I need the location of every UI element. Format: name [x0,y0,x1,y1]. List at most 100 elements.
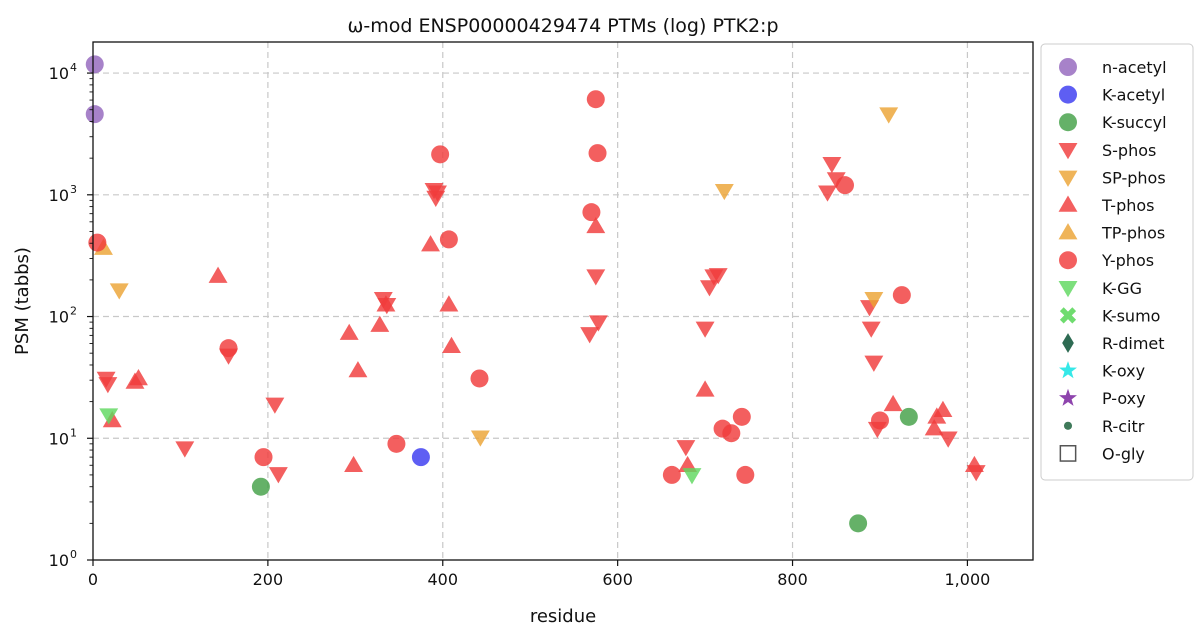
legend-marker-K-succyl [1059,113,1077,132]
point-T-phos [933,400,953,417]
point-K-GG [99,408,119,425]
point-n-acetyl [85,105,104,124]
legend-marker-R-citr [1063,421,1073,430]
point-S-phos [676,440,696,457]
legend-label: R-dimet [1102,334,1165,353]
legend-label: SP-phos [1102,168,1166,187]
legend-marker-S-phos [1058,143,1078,160]
point-K-succyl [251,477,270,496]
point-T-phos [339,323,359,340]
point-Y-phos [736,465,755,484]
data-points [85,55,986,533]
point-Y-phos [662,465,681,484]
legend-label: K-oxy [1102,362,1145,381]
point-Y-phos [219,339,238,358]
x-tick-label: 400 [427,570,458,589]
x-tick-label: 600 [602,570,633,589]
point-n-acetyl [85,55,104,74]
point-S-phos [864,355,884,372]
point-S-phos [586,269,606,286]
legend-marker-TP-phos [1058,223,1078,240]
point-S-phos [580,327,600,344]
legend: n-acetyl K-acetyl K-succyl S-phos SP-phos T-p… [1040,43,1194,481]
legend-marker-O-gly [1059,445,1077,462]
point-K-GG [682,468,702,485]
point-Y-phos [732,407,751,426]
point-T-phos [376,295,396,312]
point-Y-phos [439,230,458,249]
y-tick-exponent: 3 [70,183,77,196]
grid-lines [93,42,1033,560]
point-S-phos [818,185,837,202]
point-T-phos [102,411,122,428]
legend-frame [1040,43,1194,481]
point-Y-phos [431,145,450,164]
point-T-phos [439,295,459,312]
point-S-phos [938,431,958,448]
legend-marker-K-GG [1058,281,1078,298]
point-T-phos [695,380,715,397]
legend-marker-P-oxy [1059,388,1077,406]
point-S-phos [265,397,285,414]
legend-marker-n-acetyl [1059,58,1077,76]
point-S-phos [268,467,288,484]
point-Y-phos [588,144,607,163]
point-T-phos [129,369,148,386]
point-SP-phos [879,107,899,124]
x-axis-label: residue [530,606,596,627]
legend-label: K-GG [1102,279,1142,298]
point-S-phos [708,268,728,285]
y-tick-label: 10 [49,186,69,205]
y-tick-label: 10 [49,308,69,327]
legend-label: K-acetyl [1102,86,1165,105]
legend-label: TP-phos [1101,224,1165,243]
y-tick-exponent: 0 [70,548,77,561]
legend-marker-Y-phos [1059,251,1077,270]
y-tick-exponent: 2 [70,305,77,318]
legend-marker-T-phos [1058,195,1078,212]
point-SP-phos [714,183,734,201]
legend-marker-K-acetyl [1059,85,1077,104]
point-T-phos [442,336,461,354]
point-T-phos [924,419,944,436]
point-S-phos [861,321,881,338]
point-S-phos [588,315,608,332]
y-tick-exponent: 4 [70,61,77,74]
legend-label: R-citr [1102,417,1145,436]
x-tick-label: 1,000 [945,570,991,589]
y-tick-label: 10 [49,429,69,448]
point-T-phos [344,455,364,473]
legend-marker-K-oxy [1059,361,1077,379]
point-T-phos [370,315,390,332]
legend-label: S-phos [1102,141,1156,160]
x-tick-label: 800 [777,570,808,589]
point-T-phos [421,235,440,252]
chart-title: ω-mod ENSP00000429474 PTMs (log) PTK2:p [347,15,778,37]
point-SP-phos [470,430,490,447]
y-tick-exponent: 1 [70,426,77,439]
y-tick-label: 10 [49,551,69,570]
point-Y-phos [722,424,741,443]
point-Y-phos [254,448,273,467]
legend-label: K-succyl [1102,113,1167,132]
legend-label: K-sumo [1102,306,1160,325]
legend-label: P-oxy [1102,389,1146,408]
point-Y-phos [387,434,406,453]
point-T-phos [964,455,984,473]
y-tick-label: 10 [49,64,69,83]
x-axis-ticks: 0 200 400 600 800 1,000 [88,560,990,589]
legend-marker-R-dimet [1062,333,1074,353]
legend-label: T-phos [1101,196,1155,215]
point-Y-phos [870,411,889,430]
x-tick-label: 200 [253,570,284,589]
point-T-phos [883,394,903,412]
point-K-succyl [849,514,868,533]
legend-marker-K-sumo [1059,307,1077,324]
legend-label: n-acetyl [1102,58,1167,77]
point-K-succyl [899,407,918,426]
point-T-phos [678,455,698,473]
point-S-phos [428,185,447,202]
point-S-phos [826,172,846,189]
point-S-phos [700,280,719,297]
